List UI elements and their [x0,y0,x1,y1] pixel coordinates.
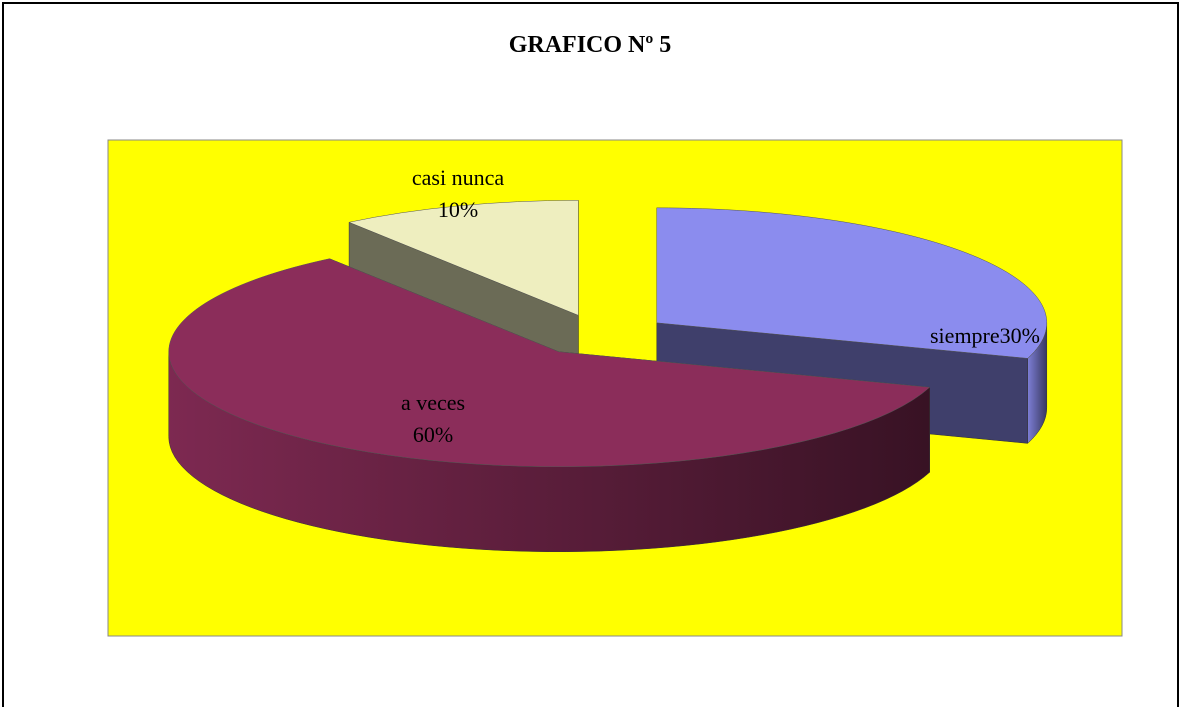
category-label: a veces [401,390,465,415]
slice-top [168,258,931,467]
slice-top [656,207,1047,359]
value-label: 60% [413,422,453,447]
data-label: siempre30% [930,323,1040,348]
category-label: casi nunca [412,165,504,190]
value-label: 30% [1000,323,1040,348]
chart-title: GRAFICO Nº 5 [509,32,672,58]
category-label: siempre [930,323,1000,348]
slice [168,258,931,552]
slice-top [348,200,579,316]
value-label: 10% [438,197,478,222]
